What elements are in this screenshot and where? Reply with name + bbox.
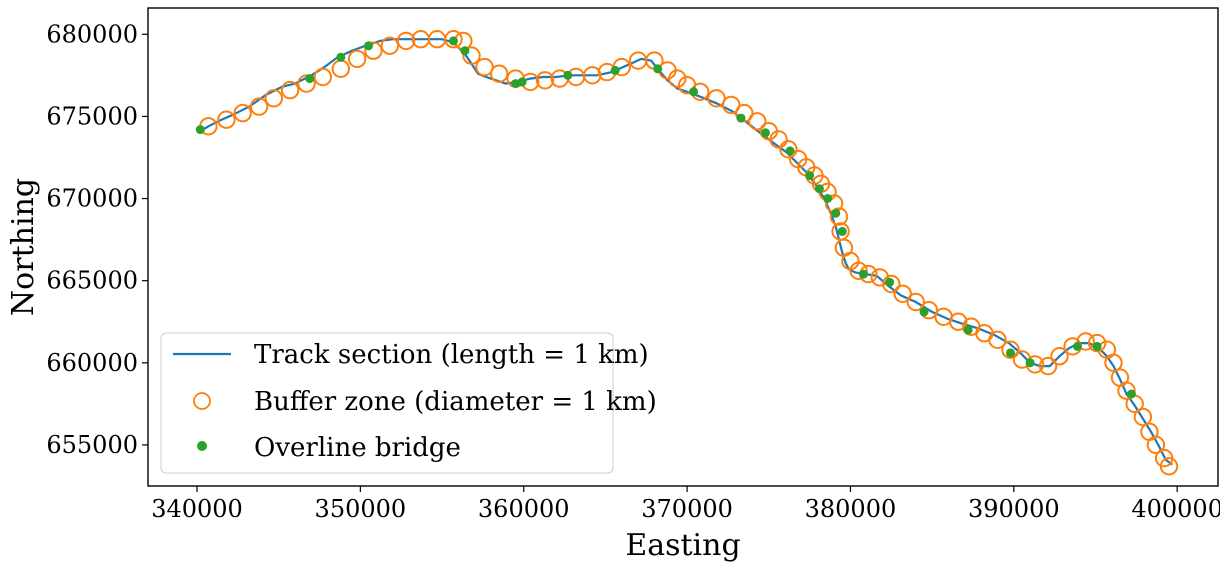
overline-bridge-point <box>919 307 929 317</box>
overline-bridge-point <box>1025 358 1035 368</box>
buffer-zone-circle <box>264 89 283 108</box>
overline-bridge-point <box>736 113 746 123</box>
legend-bridge-swatch <box>197 441 207 451</box>
overline-bridge-point <box>336 52 346 62</box>
y-tick-label: 675000 <box>46 102 138 130</box>
overline-bridge-point <box>859 269 868 279</box>
overline-bridge-point <box>831 208 841 218</box>
overline-bridge-point <box>689 87 699 97</box>
y-tick-label: 655000 <box>46 431 138 459</box>
buffer-zone-circle <box>1146 435 1166 455</box>
overline-bridge-point <box>449 36 458 46</box>
buffer-zone-circle <box>722 95 741 115</box>
buffer-zone-circle <box>882 274 901 294</box>
data-layer <box>195 30 1179 476</box>
buffer-zone-circle <box>396 31 416 51</box>
legend: Track section (length = 1 km) Buffer zon… <box>160 332 657 474</box>
buffer-zone-circle <box>1117 381 1136 400</box>
buffer-zone-circle <box>313 67 332 87</box>
buffer-zone-circle <box>829 207 849 226</box>
buffer-zone-circle <box>217 110 236 129</box>
buffer-zone-circle <box>475 57 494 77</box>
overline-bridge-point <box>1092 341 1102 351</box>
buffer-zone-circle <box>297 74 316 93</box>
overline-bridge-point <box>1006 348 1015 358</box>
buffer-zone-circle <box>949 312 968 331</box>
x-tick-label: 350000 <box>315 495 407 523</box>
buffer-zone-circle <box>769 130 788 149</box>
overline-bridge-point <box>460 46 470 56</box>
buffer-zone-circle <box>1038 356 1058 376</box>
overline-bridge-point <box>305 74 315 84</box>
x-tick-label: 340000 <box>151 495 243 523</box>
overline-bridge-group <box>195 36 1136 399</box>
buffer-zone-circle <box>735 103 754 123</box>
buffer-zone-circle <box>1076 332 1095 351</box>
buffer-zone-circle <box>462 46 481 65</box>
buffer-zone-circle <box>364 41 383 60</box>
x-tick-label: 390000 <box>968 495 1060 523</box>
buffer-zone-circle <box>444 30 463 49</box>
buffer-zone-circle <box>748 112 767 131</box>
buffer-zone-circle <box>280 80 300 100</box>
buffer-zone-circle <box>1050 347 1069 366</box>
overline-bridge-point <box>1073 341 1082 351</box>
buffer-zone-circle <box>707 89 726 108</box>
y-tick-label: 665000 <box>46 267 138 295</box>
buffer-zone-circle <box>249 97 269 116</box>
overline-bridge-point <box>761 128 770 138</box>
y-tick-label: 680000 <box>46 20 138 48</box>
y-tick-label: 660000 <box>46 349 138 377</box>
buffer-zone-circle <box>535 71 555 90</box>
buffer-zone-circle <box>1001 340 1020 359</box>
x-axis-ticks: 340000 350000 360000 370000 380000 390000 4000… <box>151 486 1220 523</box>
buffer-zone-circle <box>779 140 798 159</box>
buffer-zone-circle <box>490 64 509 83</box>
x-tick-label: 360000 <box>478 495 570 523</box>
buffer-zone-circle <box>1133 407 1153 427</box>
overline-bridge-point <box>364 41 373 51</box>
legend-label-bridge: Overline bridge <box>254 433 461 463</box>
overline-bridge-point <box>963 325 973 335</box>
overline-bridge-point <box>653 64 663 74</box>
legend-frame <box>160 332 614 474</box>
overline-bridge-point <box>785 146 795 156</box>
buffer-zone-circle <box>331 59 350 79</box>
buffer-zone-circle <box>1104 353 1123 372</box>
overline-bridge-point <box>195 125 205 135</box>
buffer-zone-circle <box>988 330 1007 349</box>
overline-bridge-point <box>885 277 895 287</box>
overline-bridge-point <box>610 65 620 75</box>
buffer-zone-circle <box>849 261 868 280</box>
buffer-zone-circle <box>1159 457 1179 476</box>
overline-bridge-point <box>517 77 527 87</box>
buffer-zone-circle <box>1087 333 1107 353</box>
y-axis-ticks: 655000 660000 665000 670000 675000 680000 <box>46 20 148 459</box>
overline-bridge-point <box>823 194 833 203</box>
overline-bridge-point <box>805 171 815 180</box>
buffer-zone-circle <box>233 103 252 123</box>
y-axis-label: Northing <box>6 178 41 316</box>
buffer-zone-circle <box>893 284 912 303</box>
x-tick-label: 370000 <box>641 495 733 523</box>
buffer-zone-circle <box>906 292 925 312</box>
y-tick-label: 670000 <box>46 185 138 213</box>
buffer-zone-circle <box>347 49 367 69</box>
overline-bridge-point <box>814 184 824 194</box>
overline-bridge-point <box>1126 389 1136 399</box>
buffer-zone-circle <box>380 36 399 55</box>
buffer-zone-circle <box>668 69 687 88</box>
x-tick-label: 400000 <box>1131 495 1220 523</box>
overline-bridge-point <box>563 70 573 80</box>
overline-bridge-point <box>837 226 847 236</box>
legend-label-buffer: Buffer zone (diameter = 1 km) <box>254 387 657 417</box>
x-tick-label: 380000 <box>805 495 897 523</box>
legend-label-track: Track section (length = 1 km) <box>254 340 649 370</box>
plot-frame <box>147 7 1219 487</box>
legend-buffer-swatch <box>193 392 211 410</box>
x-axis-label: Easting <box>625 528 740 562</box>
